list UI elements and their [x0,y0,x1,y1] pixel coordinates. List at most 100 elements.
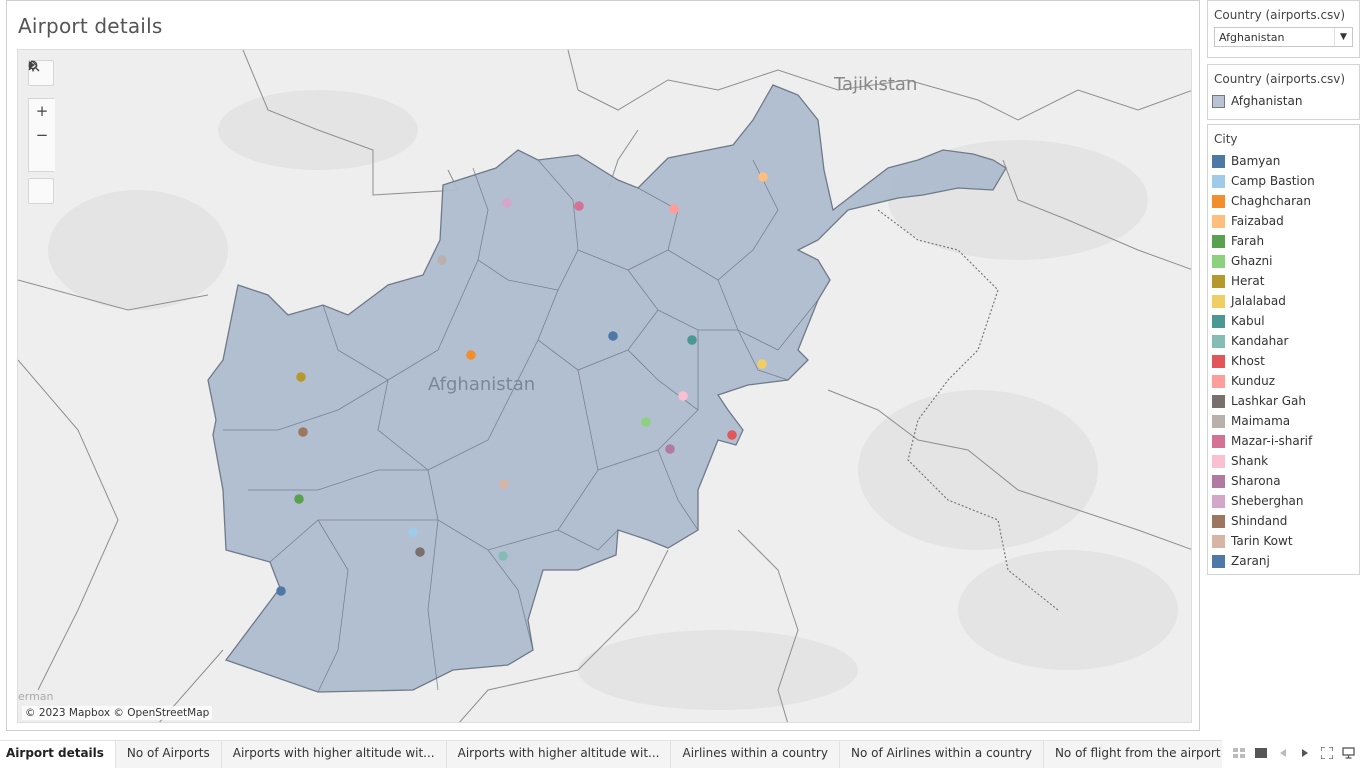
next-tab-icon[interactable] [1298,746,1311,759]
sheet-tab[interactable]: No of flight from the airport [1043,741,1222,768]
legend-label: Lashkar Gah [1231,394,1306,408]
legend-swatch [1212,434,1225,448]
legend-item-kunduz[interactable]: Kunduz [1208,371,1359,391]
legend-swatch [1212,414,1225,428]
airport-mark-camp-bastion[interactable] [408,527,418,537]
sheet-sorter-icon[interactable] [1232,746,1245,759]
legend-swatch [1212,314,1225,328]
airport-mark-kabul[interactable] [687,335,697,345]
legend-label: Kunduz [1231,374,1276,388]
airport-mark-farah[interactable] [294,494,304,504]
airport-mark-jalalabad[interactable] [757,359,767,369]
legend-label: Zaranj [1231,554,1270,568]
disputed-border [877,209,1059,611]
legend-swatch [1212,494,1225,508]
legend-label: Faizabad [1231,214,1284,228]
legend-swatch [1212,274,1225,288]
sheet-tab[interactable]: Airports with higher altitude wit... [221,741,447,768]
airport-mark-chaghcharan[interactable] [466,350,476,360]
legend-item-faizabad[interactable]: Faizabad [1208,211,1359,231]
zoom-in-icon[interactable]: + [29,99,55,123]
filmstrip-icon[interactable] [1254,746,1267,759]
legend-item-afghanistan[interactable]: Afghanistan [1208,91,1359,111]
map-attribution[interactable]: © 2023 Mapbox © OpenStreetMap [22,706,213,720]
legend-label: Sheberghan [1231,494,1304,508]
airport-mark-mazar-i-sharif[interactable] [574,201,584,211]
legend-swatch [1212,254,1225,268]
prev-tab-icon[interactable] [1276,746,1289,759]
sheet-tab[interactable]: Airlines within a country [671,741,840,768]
legend-swatch [1212,334,1225,348]
legend-swatch [1212,214,1225,228]
fullscreen-icon[interactable] [1320,746,1333,759]
legend-item-sharona[interactable]: Sharona [1208,471,1359,491]
airport-mark-bamyan[interactable] [608,331,618,341]
country-legend: Country (airports.csv) Afghanistan [1207,64,1360,120]
legend-item-chaghcharan[interactable]: Chaghcharan [1208,191,1359,211]
legend-label: Kandahar [1231,334,1289,348]
legend-item-bamyan[interactable]: Bamyan [1208,151,1359,171]
country-dropdown[interactable]: Afghanistan ▼ [1214,27,1353,47]
legend-swatch [1212,474,1225,488]
legend-item-tarin-kowt[interactable]: Tarin Kowt [1208,531,1359,551]
play-icon[interactable] [28,61,54,204]
airport-mark-zaranj[interactable] [276,586,286,596]
legend-item-camp-bastion[interactable]: Camp Bastion [1208,171,1359,191]
legend-label: Shank [1231,454,1269,468]
sheet-tab[interactable]: Airport details [0,741,116,768]
legend-label: Farah [1231,234,1265,248]
legend-item-khost[interactable]: Khost [1208,351,1359,371]
airport-mark-shindand[interactable] [298,427,308,437]
legend-label: Mazar-i-sharif [1231,434,1313,448]
airport-mark-khost[interactable] [727,430,737,440]
map-label-partial: erman [18,690,54,703]
dashboard: Airport details [6,0,1200,731]
afghanistan-shape[interactable] [207,84,1007,693]
airport-mark-tarin-kowt[interactable] [499,479,509,489]
zoom-out-icon[interactable]: − [29,123,55,147]
airport-mark-faizabad[interactable] [758,172,768,182]
legend-item-kandahar[interactable]: Kandahar [1208,331,1359,351]
legend-item-sheberghan[interactable]: Sheberghan [1208,491,1359,511]
sheet-tabs: Airport details No of Airports Airports wi… [0,740,1222,768]
legend-item-lashkar-gah[interactable]: Lashkar Gah [1208,391,1359,411]
legend-item-kabul[interactable]: Kabul [1208,311,1359,331]
legend-item-herat[interactable]: Herat [1208,271,1359,291]
legend-swatch [1212,354,1225,368]
chevron-down-icon[interactable]: ▼ [1334,28,1352,46]
sheet-tab[interactable]: No of Airlines within a country [839,741,1044,768]
map-view[interactable]: Tajikistan Afghanistan erman + − © 2023 … [17,49,1192,723]
city-legend: City Bamyan Camp Bastion Chaghcharan Faizab… [1207,124,1360,575]
airport-mark-kunduz[interactable] [669,204,679,214]
legend-item-maimama[interactable]: Maimama [1208,411,1359,431]
map-canvas[interactable]: Tajikistan Afghanistan erman [18,50,1192,723]
airport-mark-lashkar-gah[interactable] [415,547,425,557]
legend-item-jalalabad[interactable]: Jalalabad [1208,291,1359,311]
legend-label: Ghazni [1231,254,1273,268]
airport-mark-maimama[interactable] [437,255,447,265]
tab-controls [1232,746,1355,759]
sheet-tab[interactable]: No of Airports [115,741,222,768]
pin-icon[interactable] [28,60,55,171]
legend-item-shindand[interactable]: Shindand [1208,511,1359,531]
legend-label: Chaghcharan [1231,194,1312,208]
legend-item-shank[interactable]: Shank [1208,451,1359,471]
airport-mark-ghazni[interactable] [641,417,651,427]
presentation-icon[interactable] [1342,746,1355,759]
legend-swatch [1212,194,1225,208]
sheet-tab[interactable]: Airports with higher altitude wit... [446,741,672,768]
legend-label: Jalalabad [1231,294,1286,308]
legend-item-mazar-i-sharif[interactable]: Mazar-i-sharif [1208,431,1359,451]
legend-item-ghazni[interactable]: Ghazni [1208,251,1359,271]
legend-label: Shindand [1231,514,1288,528]
airport-mark-sheberghan[interactable] [502,198,512,208]
legend-label: Afghanistan [1231,94,1303,108]
airport-mark-kandahar[interactable] [498,551,508,561]
legend-item-farah[interactable]: Farah [1208,231,1359,251]
province-borders [223,159,819,693]
airport-mark-sharona[interactable] [665,444,675,454]
legend-item-zaranj[interactable]: Zaranj [1208,551,1359,571]
airport-mark-shank[interactable] [678,391,688,401]
airport-mark-herat[interactable] [296,372,306,382]
airport-marks[interactable] [276,172,768,596]
